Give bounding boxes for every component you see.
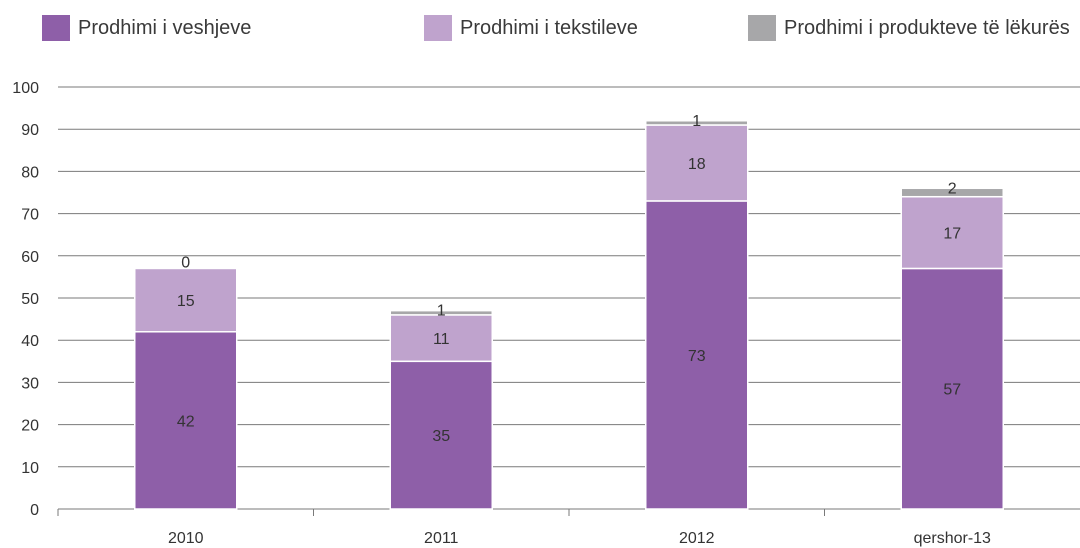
legend: Prodhimi i veshjeve Prodhimi i tekstilev… — [0, 0, 1080, 56]
legend-item-veshje: Prodhimi i veshjeve — [42, 14, 251, 42]
y-tick-label-100: 100 — [12, 80, 39, 97]
data-label-2-0: 0 — [181, 254, 190, 271]
y-tick-label-10: 10 — [21, 460, 39, 477]
data-label-2-2: 1 — [692, 113, 701, 130]
data-label-0-2: 73 — [688, 348, 706, 365]
y-tick-label-60: 60 — [21, 249, 39, 266]
data-label-1-2: 18 — [688, 156, 706, 173]
legend-swatch-tekstile — [424, 15, 452, 41]
y-tick-label-80: 80 — [21, 164, 39, 181]
x-tick-label-3: qershor-13 — [914, 530, 991, 547]
y-tick-label-90: 90 — [21, 122, 39, 139]
y-tick-label-0: 0 — [30, 502, 39, 519]
legend-label-tekstile: Prodhimi i tekstileve — [460, 16, 638, 39]
data-label-1-1: 11 — [433, 331, 450, 348]
y-tick-label-30: 30 — [21, 375, 39, 392]
data-label-1-3: 17 — [943, 226, 961, 243]
y-tick-label-50: 50 — [21, 291, 39, 308]
bar-1-0 — [134, 267, 238, 333]
legend-item-tekstile: Prodhimi i tekstileve — [424, 14, 638, 42]
y-tick-label-70: 70 — [21, 207, 39, 224]
legend-swatch-veshje — [42, 15, 70, 41]
x-tick-label-0: 2010 — [168, 530, 204, 547]
data-label-0-0: 42 — [177, 413, 195, 430]
y-tick-label-40: 40 — [21, 333, 39, 350]
bar-2-1 — [389, 309, 493, 316]
bar-2-3 — [900, 187, 1004, 198]
x-tick-label-1: 2011 — [424, 530, 459, 547]
legend-item-lekure: Prodhimi i produkteve të lëkurës — [748, 14, 1070, 42]
legend-label-veshje: Prodhimi i veshjeve — [78, 16, 252, 39]
data-label-1-0: 15 — [177, 293, 195, 310]
data-label-2-1: 1 — [437, 303, 446, 320]
legend-swatch-lekure — [748, 15, 776, 41]
bar-0-1 — [389, 360, 493, 510]
y-tick-label-20: 20 — [21, 418, 39, 435]
bar-0-2 — [645, 200, 749, 510]
x-tick-label-2: 2012 — [679, 530, 715, 547]
bar-0-3 — [900, 267, 1004, 510]
data-label-0-1: 35 — [432, 428, 450, 445]
bar-0-0 — [134, 331, 238, 510]
legend-label-lekure: Prodhimi i produkteve të lëkurës — [784, 16, 1070, 39]
bar-1-3 — [900, 195, 1004, 270]
bar-2-2 — [645, 120, 749, 126]
data-label-2-3: 2 — [948, 180, 957, 197]
data-label-0-3: 57 — [943, 382, 961, 399]
